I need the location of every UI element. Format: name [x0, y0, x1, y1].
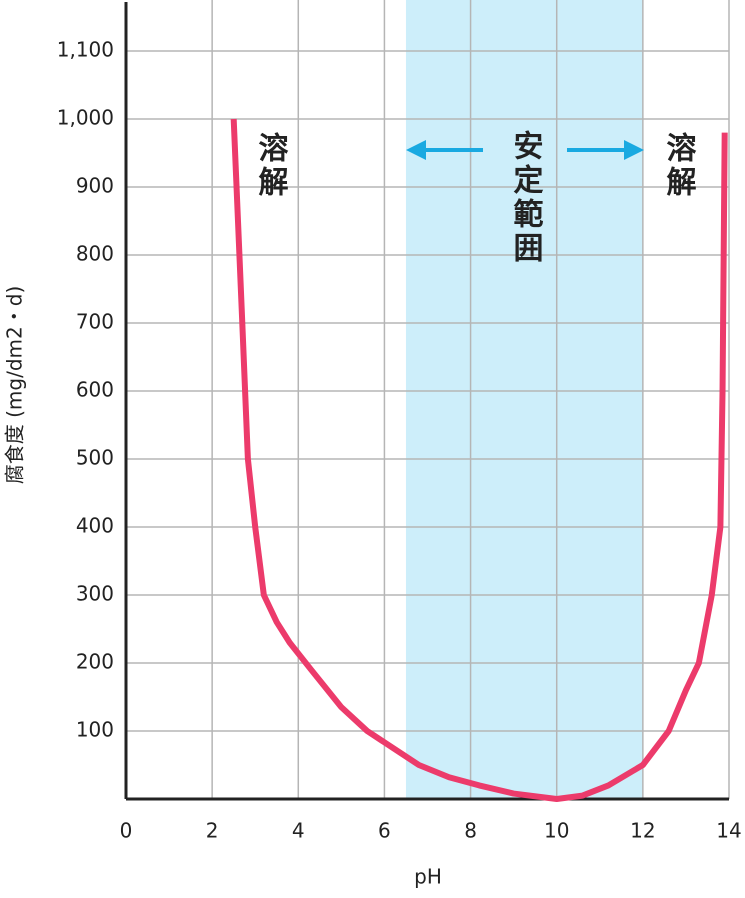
annotations: 溶解 安定範囲 溶解 [253, 130, 697, 266]
y-tick-label: 1,100 [57, 38, 114, 62]
x-tick-label: 2 [206, 819, 219, 843]
line-series [230, 118, 728, 802]
y-tick-label: 500 [76, 446, 114, 470]
annotation: 安定範囲 [508, 130, 544, 266]
x-tick-label: 12 [630, 819, 655, 843]
annotation: 溶解 [253, 131, 289, 200]
y-tick-label: 600 [76, 378, 114, 402]
x-tick-label: 8 [464, 819, 477, 843]
y-tick-label: 800 [76, 242, 114, 266]
x-tick-label: 4 [292, 819, 305, 843]
grid: 0 2 4 6 8 10 12 14 100 200 300 400 500 600 700 800 900 1,… [57, 0, 742, 843]
y-tick-label: 900 [76, 174, 114, 198]
arrow-left-head [406, 140, 426, 160]
x-tick-label: 6 [378, 819, 391, 843]
y-tick-label: 200 [76, 650, 114, 674]
x-axis-label: pH [414, 865, 442, 889]
y-axis-label: 腐食度 (mg/dm2・d) [3, 286, 27, 484]
annotation: 溶解 [661, 131, 697, 200]
y-tick-label: 1,000 [57, 106, 114, 130]
x-tick-label: 0 [120, 819, 133, 843]
plot-background [405, 0, 643, 799]
x-tick-label: 10 [544, 819, 569, 843]
y-tick-label: 700 [76, 310, 114, 334]
y-tick-label: 300 [76, 582, 114, 606]
arrow-right-head [624, 140, 644, 160]
stable-range [405, 0, 643, 799]
y-tick-label: 100 [76, 718, 114, 742]
x-tick-label: 14 [716, 819, 741, 843]
y-tick-label: 400 [76, 514, 114, 538]
plot [230, 118, 728, 802]
